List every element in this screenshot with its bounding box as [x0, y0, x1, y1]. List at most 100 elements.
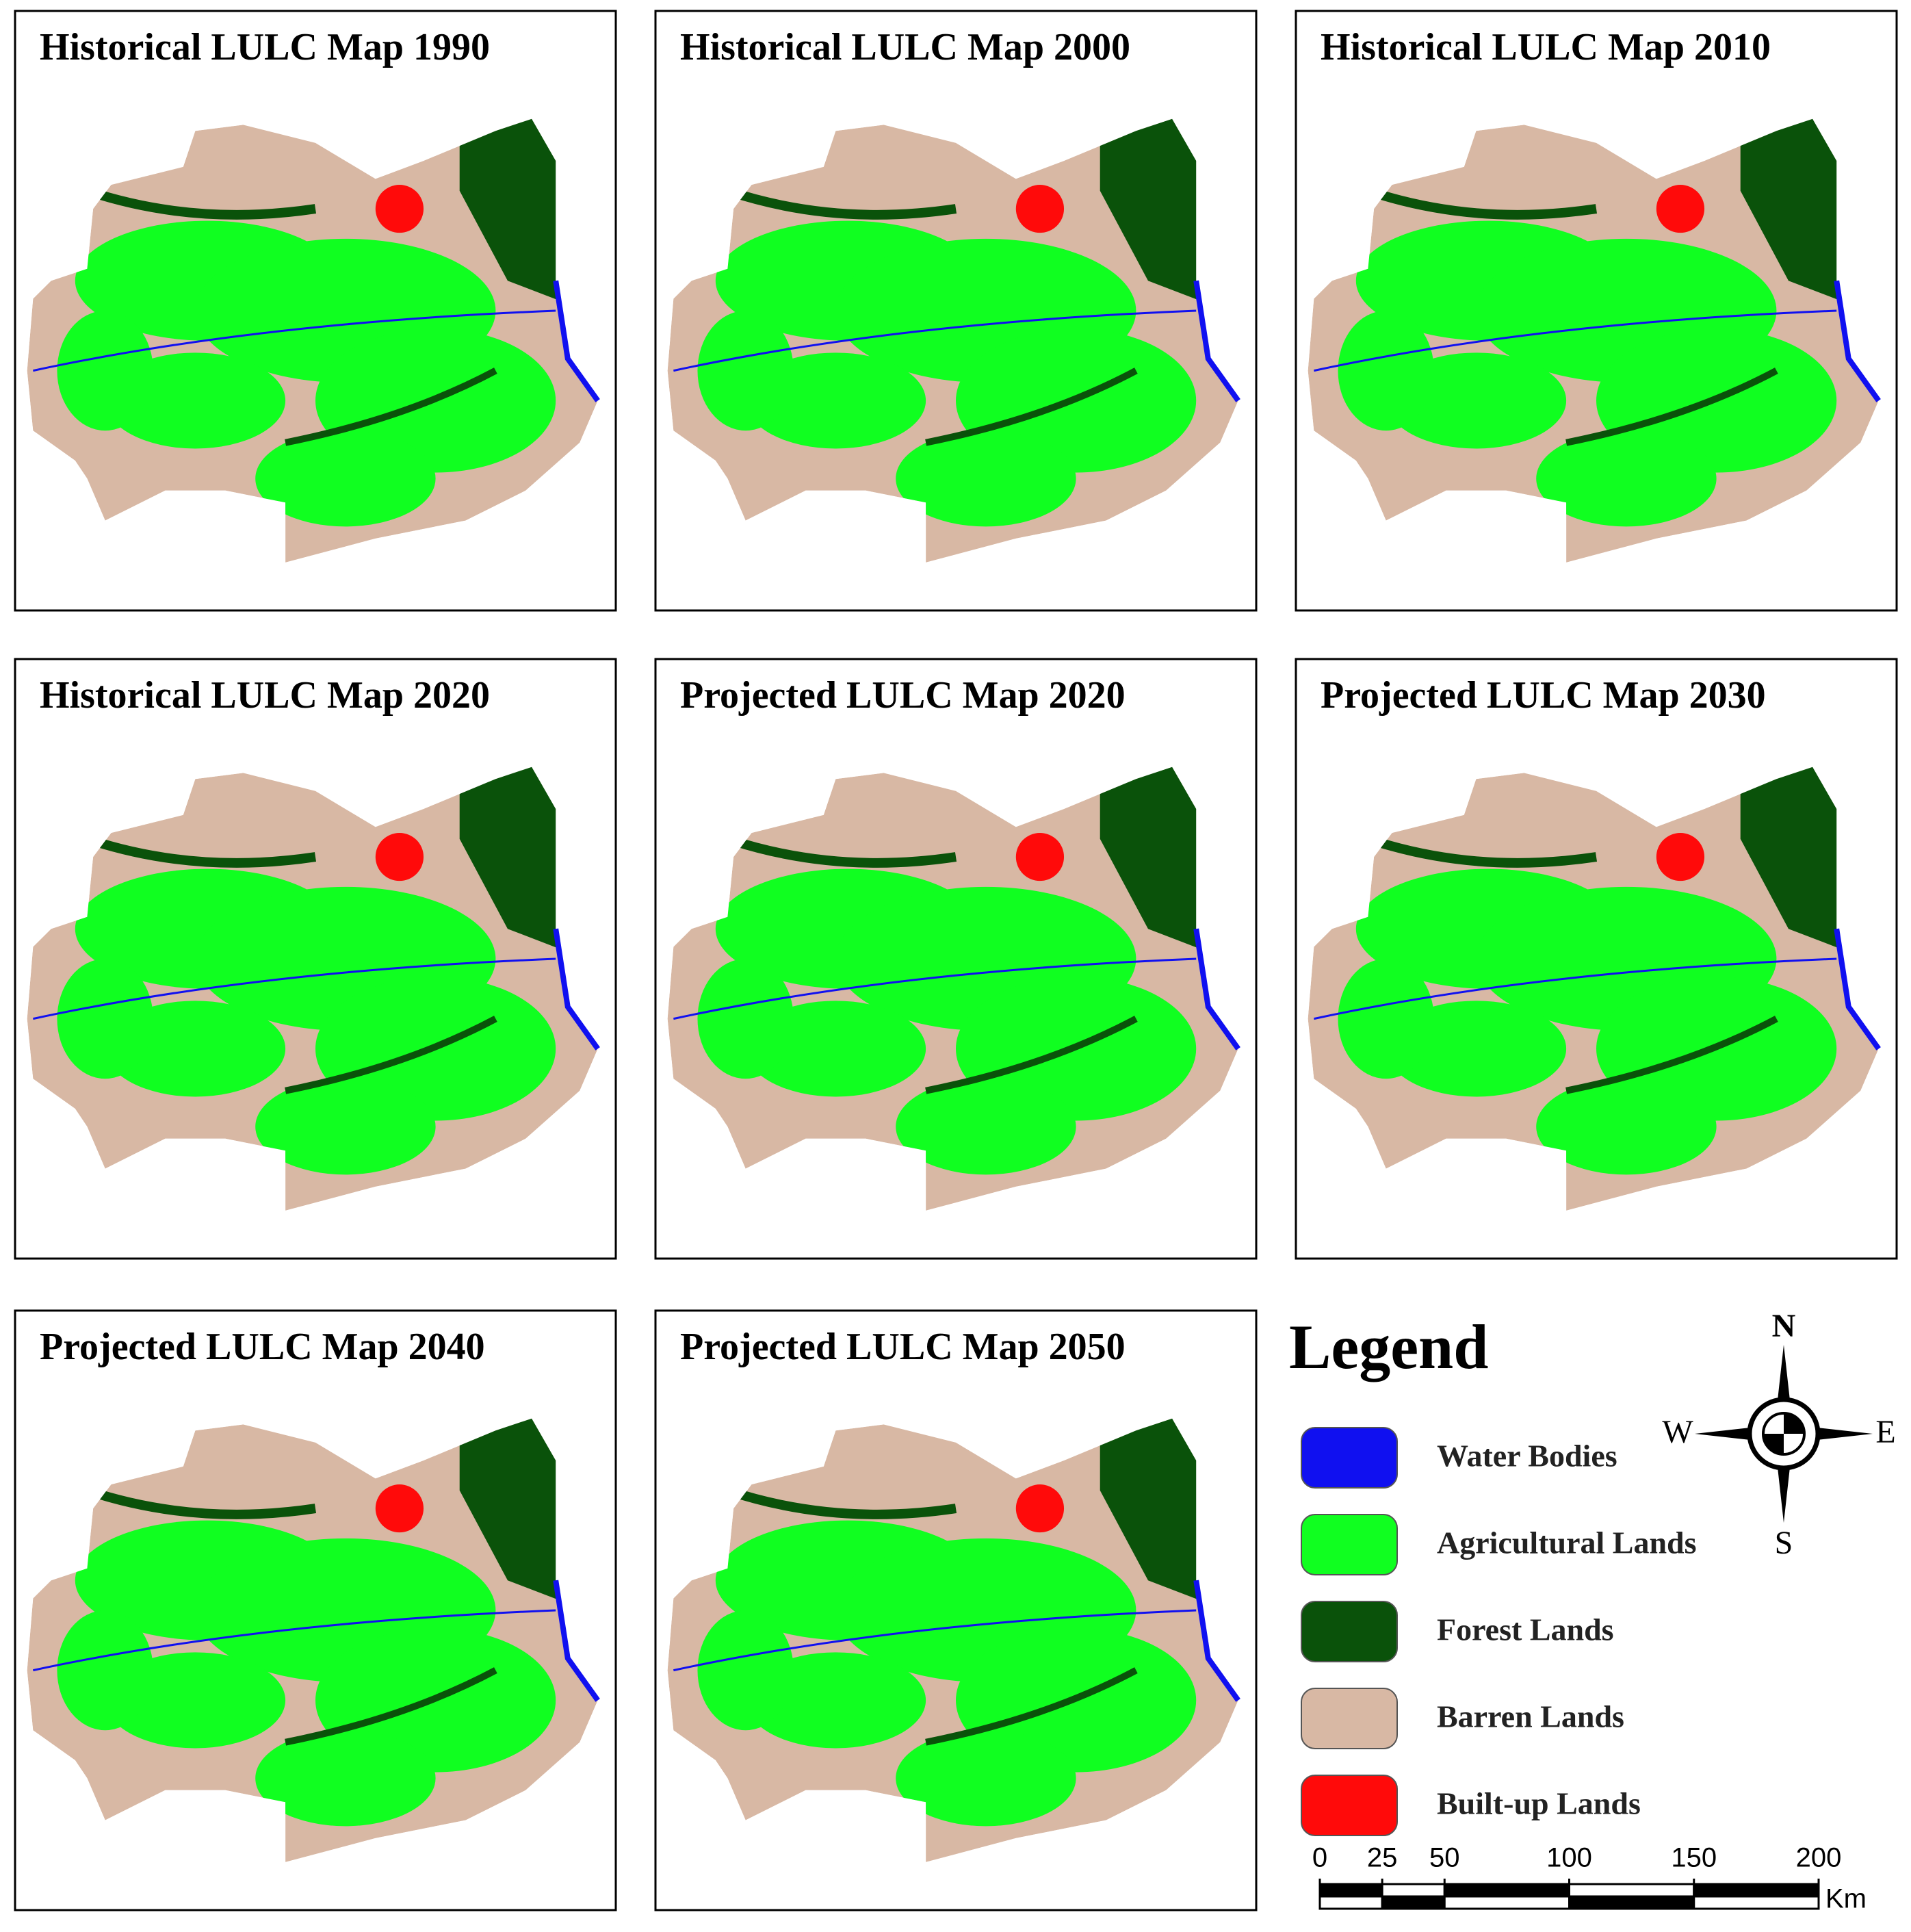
compass-center: [1762, 1412, 1806, 1456]
forest-strip: [726, 1486, 957, 1519]
legend-label: Agricultural Lands: [1437, 1525, 1697, 1560]
lulc-map: [27, 118, 598, 563]
panel-title: Projected LULC Map 2040: [40, 1326, 485, 1368]
forest-strip: [726, 834, 957, 868]
panels: Historical LULC Map 1990 Historical LULC …: [14, 10, 1898, 1911]
forest-strip: [86, 1486, 317, 1519]
river: [673, 1609, 1197, 1672]
agricultural-area: [1536, 430, 1717, 527]
legend-swatch: [1301, 1427, 1398, 1489]
built-up-area: [375, 833, 424, 881]
legend-swatch: [1301, 1775, 1398, 1836]
water-edge: [553, 928, 600, 1051]
river: [673, 957, 1197, 1020]
lulc-map: [667, 767, 1238, 1211]
water-edge: [553, 1580, 600, 1702]
river: [33, 957, 556, 1020]
map-panel: Projected LULC Map 2040: [14, 1309, 617, 1911]
water-edge: [1834, 928, 1881, 1051]
built-up-area: [375, 185, 424, 233]
agricultural-area: [697, 959, 794, 1079]
river: [33, 309, 556, 372]
legend-swatch: [1301, 1688, 1398, 1749]
scale-segment: [1568, 1883, 1695, 1898]
scale-label: 200: [1796, 1843, 1842, 1873]
scale-segment: [1318, 1895, 1383, 1910]
legend-label: Forest Lands: [1437, 1612, 1614, 1647]
agricultural-area: [896, 1730, 1076, 1827]
lulc-map: [1308, 118, 1879, 563]
map-panel: Projected LULC Map 2030: [1295, 658, 1898, 1260]
panel-title: Projected LULC Map 2030: [1321, 674, 1766, 717]
panel-title: Historical LULC Map 2020: [40, 674, 490, 717]
lulc-map: [27, 1418, 598, 1862]
legend-label: Water Bodies: [1437, 1439, 1617, 1473]
built-up-area: [375, 1484, 424, 1533]
agricultural-area: [57, 1610, 153, 1731]
agricultural-area: [1338, 959, 1434, 1079]
forest-strip: [1565, 368, 1778, 446]
forest-strip: [285, 1016, 497, 1094]
panel-title: Historical LULC Map 2010: [1321, 26, 1771, 68]
agricultural-area: [896, 1079, 1076, 1175]
forest-strip: [925, 1667, 1138, 1746]
lulc-map: [27, 767, 598, 1211]
legend-swatch: [1301, 1601, 1398, 1662]
legend-swatch: [1301, 1514, 1398, 1575]
agricultural-area: [896, 430, 1076, 527]
forest-strip: [86, 186, 317, 220]
river: [1314, 957, 1837, 1020]
lulc-map: [667, 118, 1238, 563]
scale-segment: [1443, 1895, 1570, 1910]
scale-label: 150: [1671, 1843, 1717, 1873]
agricultural-area: [255, 430, 436, 527]
river: [1314, 309, 1837, 372]
built-up-area: [1015, 1484, 1065, 1533]
map-panel: Projected LULC Map 2050: [654, 1309, 1258, 1911]
compass-label: N: [1772, 1308, 1796, 1344]
scale-unit: Km: [1825, 1884, 1867, 1914]
scale-segment: [1318, 1883, 1383, 1898]
water-edge: [1193, 280, 1240, 402]
legend-title: Legend: [1289, 1312, 1488, 1382]
agricultural-area: [255, 1079, 436, 1175]
legend-label: Barren Lands: [1437, 1699, 1624, 1734]
map-panel: Historical LULC Map 2000: [654, 10, 1258, 612]
built-up-area: [1656, 185, 1705, 233]
map-panel: Historical LULC Map 2020: [14, 658, 617, 1260]
scale-segment: [1693, 1883, 1820, 1898]
lulc-map: [1308, 767, 1879, 1211]
forest-strip: [726, 186, 957, 220]
water-edge: [1193, 928, 1240, 1051]
scale-label: 50: [1429, 1843, 1460, 1873]
river: [33, 1609, 556, 1672]
panel-title: Historical LULC Map 2000: [680, 26, 1130, 68]
forest-strip: [1366, 834, 1598, 868]
forest-strip: [1366, 186, 1598, 220]
built-up-area: [1015, 185, 1065, 233]
scale-segment: [1381, 1895, 1446, 1910]
panel-title: Historical LULC Map 1990: [40, 26, 490, 68]
scale-segment: [1568, 1895, 1695, 1910]
scale-label: 0: [1312, 1843, 1327, 1873]
legend-label: Built-up Lands: [1437, 1786, 1641, 1821]
map-panel: Historical LULC Map 1990: [14, 10, 617, 612]
map-panel: Projected LULC Map 2020: [654, 658, 1258, 1260]
agricultural-area: [697, 310, 794, 431]
compass-label: S: [1775, 1525, 1793, 1561]
scale-segment: [1443, 1883, 1570, 1898]
river: [673, 309, 1197, 372]
agricultural-area: [255, 1730, 436, 1827]
panel-title: Projected LULC Map 2020: [680, 674, 1126, 717]
scale-segment: [1693, 1895, 1820, 1910]
agricultural-area: [697, 1610, 794, 1731]
forest-strip: [925, 368, 1138, 446]
agricultural-area: [57, 959, 153, 1079]
water-edge: [553, 280, 600, 402]
scale-bar: 0 25 50 100 150 200 Km: [1312, 1843, 1867, 1914]
forest-strip: [925, 1016, 1138, 1094]
forest-strip: [86, 834, 317, 868]
built-up-area: [1656, 833, 1705, 881]
compass-label: E: [1875, 1414, 1895, 1450]
